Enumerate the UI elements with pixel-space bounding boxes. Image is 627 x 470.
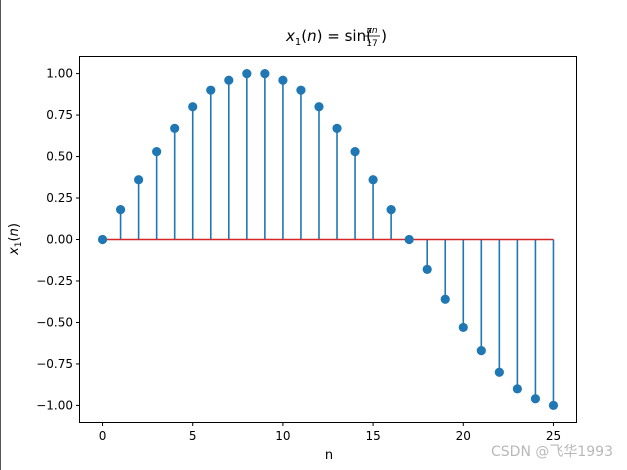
x-tick-label: 5 [189,429,197,443]
x-tick-label: 15 [365,429,380,443]
x-axis-ticks: 0 5 10 15 20 25 [99,422,561,443]
stem-marker [170,123,180,133]
stem-marker [404,234,414,245]
y-tick-label: −0.75 [36,357,73,371]
stem-marker [458,322,468,333]
x-tick-label: 25 [546,429,561,443]
y-tick-label: 0.50 [46,150,73,164]
chart-title: x1(n) = sin( [285,27,372,48]
svg-text:17: 17 [366,39,377,49]
x-tick-label: 10 [275,429,290,443]
stem-marker [368,175,378,185]
y-tick-label: −1.00 [36,398,73,412]
y-tick-label: 0.75 [46,108,73,122]
stem-marker [278,75,288,85]
stem-marker [224,75,234,85]
y-tick-label: 0.25 [46,191,73,205]
stem-marker [440,294,450,304]
stem-marker [512,384,522,394]
svg-text:πn: πn [366,26,377,36]
title-fraction: πn 17 ) [364,26,387,49]
stem-lines [119,73,555,406]
stem-marker [314,102,324,112]
stem-marker [332,123,342,133]
svg-text:x1(n): x1(n) [7,223,24,256]
stem-marker [242,68,252,79]
svg-text:): ) [381,27,387,45]
stem-marker [97,234,108,245]
stem-marker [115,205,126,215]
stem-marker [296,85,306,95]
y-tick-label: −0.25 [36,274,73,288]
window-left-border [0,0,1,470]
watermark: CSDN @飞华1993 [491,444,613,460]
x-tick-label: 0 [99,429,107,443]
stem-marker [188,102,198,112]
stem-marker [476,346,486,356]
y-axis-ticks: −1.00 −0.75 −0.50 −0.25 0.00 0.25 0.50 0.75 1.00 [36,67,80,412]
stem-marker [206,85,216,95]
stem-marker [134,175,144,185]
y-tick-label: −0.50 [36,315,73,329]
svg-text:x1(n) = sin(: x1(n) = sin( [285,27,372,48]
x-tick-label: 20 [456,429,471,443]
stem-marker [260,68,270,79]
y-axis-label: x1(n) [7,223,24,256]
y-tick-label: 1.00 [46,67,73,81]
stem-marker [422,264,432,274]
stem-marker [530,394,541,404]
y-tick-label: 0.00 [46,233,73,247]
stem-marker [152,146,162,157]
stem-marker [548,400,559,411]
x-axis-label: n [325,448,333,463]
stem-markers [97,68,559,411]
stem-marker [350,146,360,157]
stem-marker [494,367,504,377]
stem-marker [386,205,396,215]
